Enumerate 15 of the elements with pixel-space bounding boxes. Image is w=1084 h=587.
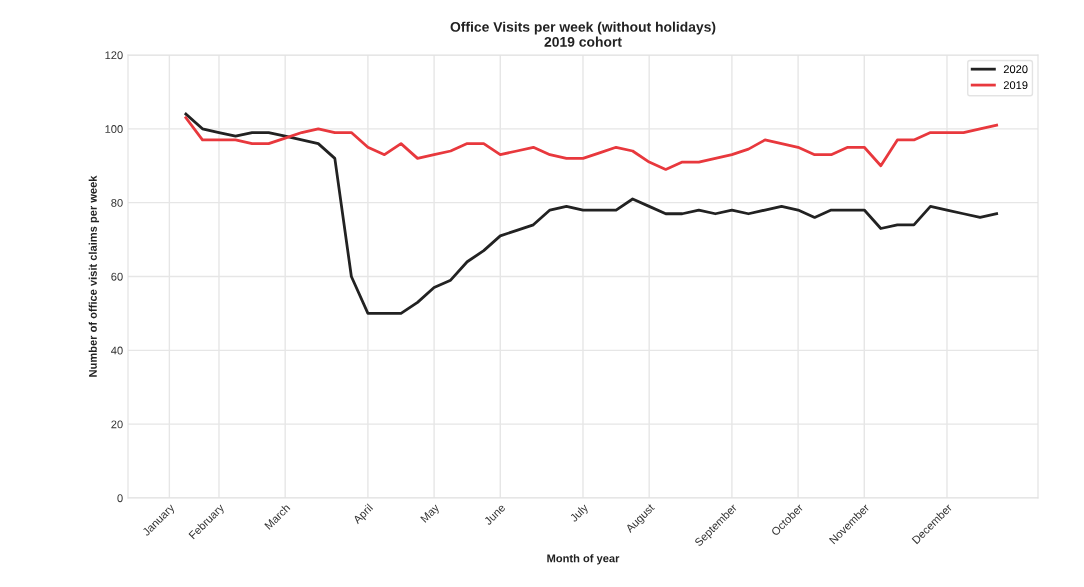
y-tick-label: 0: [117, 494, 123, 503]
line-series: [184, 116, 999, 171]
x-tick-label: July: [569, 502, 591, 525]
chart-title: Office Visits per week (without holidays) 2019 cohort: [450, 21, 716, 47]
y-tick-label: 40: [111, 346, 123, 355]
y-tick-label: 120: [105, 51, 123, 60]
y-tick-label: 100: [105, 125, 123, 133]
y-axis-title: Number of office visit claims per week: [88, 175, 100, 377]
x-axis-title: Month of year: [547, 554, 620, 565]
y-tick-label: 20: [111, 420, 123, 429]
y-tick-label: 60: [111, 272, 123, 281]
legend-label: 2019: [1003, 81, 1028, 90]
legend-label: 2020: [1003, 65, 1028, 74]
line-series: [184, 112, 999, 315]
y-tick-label: 80: [111, 198, 123, 207]
